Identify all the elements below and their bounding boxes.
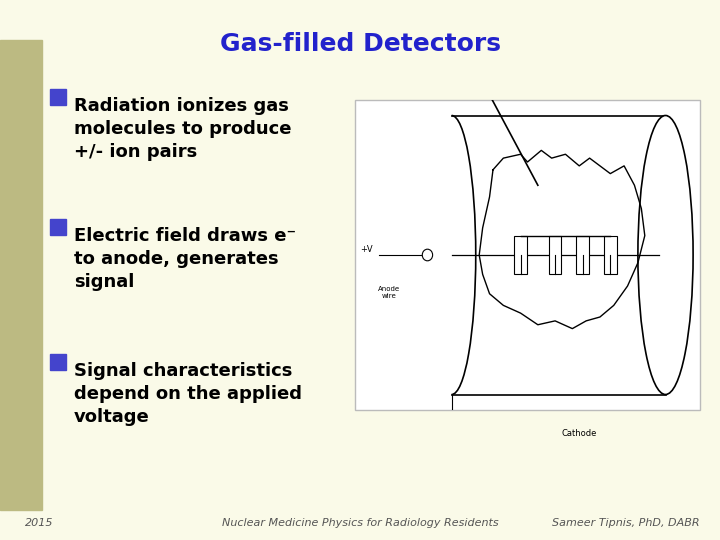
Text: Anode
wire: Anode wire xyxy=(379,286,400,299)
Text: 2015: 2015 xyxy=(25,518,53,528)
Text: +V: +V xyxy=(360,245,373,254)
Bar xyxy=(577,235,589,274)
Text: Sameer Tipnis, PhD, DABR: Sameer Tipnis, PhD, DABR xyxy=(552,518,700,528)
Text: Signal characteristics
depend on the applied
voltage: Signal characteristics depend on the app… xyxy=(74,362,302,426)
Text: Cathode: Cathode xyxy=(562,429,597,438)
Bar xyxy=(604,235,616,274)
Bar xyxy=(514,235,527,274)
FancyBboxPatch shape xyxy=(355,100,700,410)
Text: Gas-filled Detectors: Gas-filled Detectors xyxy=(220,32,500,56)
Bar xyxy=(0,40,42,510)
Bar xyxy=(549,235,562,274)
Text: Radiation ionizes gas
molecules to produce
+/- ion pairs: Radiation ionizes gas molecules to produ… xyxy=(74,97,292,161)
Bar xyxy=(50,219,66,235)
Bar xyxy=(50,89,66,105)
Text: Electric field draws e⁻
to anode, generates
signal: Electric field draws e⁻ to anode, genera… xyxy=(74,227,296,291)
Ellipse shape xyxy=(638,116,693,395)
Text: Nuclear Medicine Physics for Radiology Residents: Nuclear Medicine Physics for Radiology R… xyxy=(222,518,498,528)
Bar xyxy=(50,354,66,370)
Circle shape xyxy=(422,249,433,261)
